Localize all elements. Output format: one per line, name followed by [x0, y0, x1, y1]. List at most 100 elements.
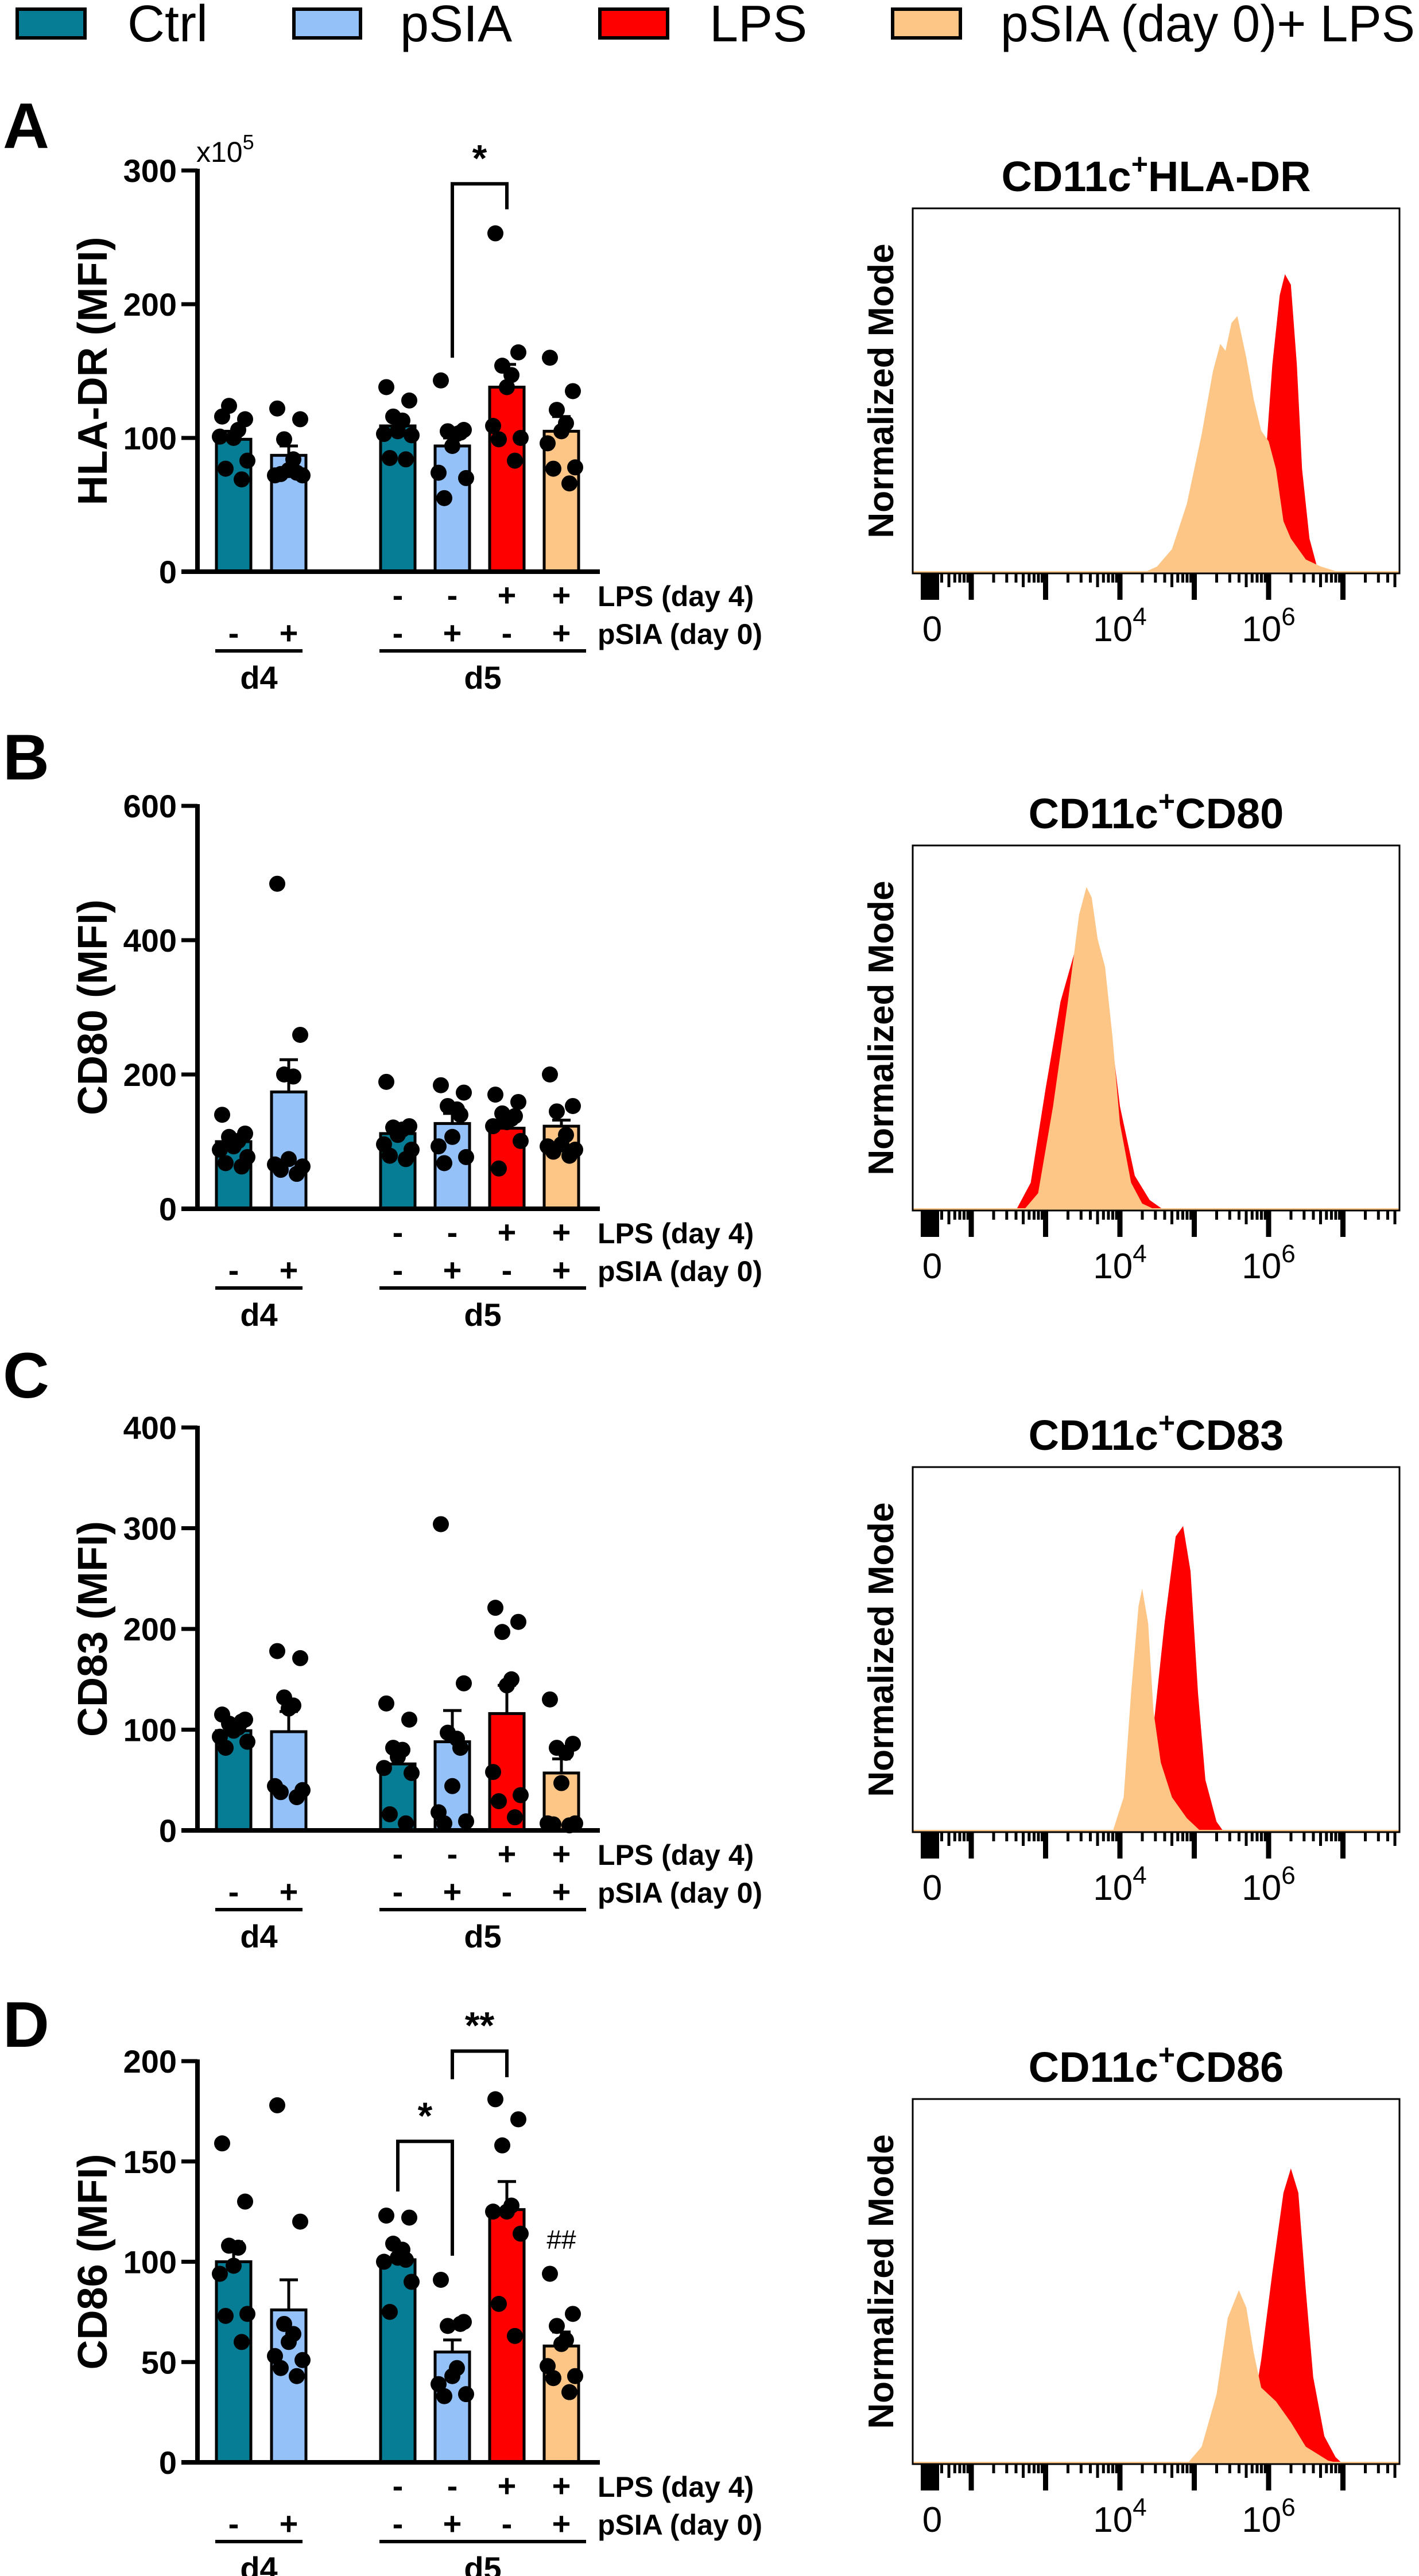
data-point	[436, 2388, 452, 2404]
data-point	[433, 2271, 449, 2288]
lps-condition: -	[447, 577, 458, 613]
multiplier-base: x10	[196, 136, 243, 168]
title-superscript: +	[1158, 785, 1175, 817]
data-point	[553, 1775, 569, 1791]
psia-condition: +	[280, 1873, 298, 1910]
tick-exponent: 4	[1133, 1240, 1146, 1268]
data-point	[378, 1695, 394, 1712]
data-point	[565, 1097, 581, 1114]
y-tick-label: 600	[123, 788, 177, 824]
lps-condition: -	[447, 1214, 458, 1250]
tick-exponent: 6	[1281, 1240, 1295, 1268]
data-point	[390, 1127, 406, 1143]
title-rest: HLA-DR	[1148, 153, 1311, 200]
histogram-y-label: Normalized Mode	[862, 880, 901, 1175]
title-rest: CD80	[1175, 790, 1284, 837]
data-point	[487, 1600, 503, 1616]
data-point	[276, 431, 292, 448]
legend-swatch-lps	[598, 7, 669, 40]
histogram-series-psia-lps	[1187, 2290, 1343, 2464]
legend-item-ctrl: Ctrl	[15, 0, 208, 53]
data-point	[214, 1107, 230, 1123]
y-axis-label: HLA-DR (MFI)	[70, 237, 116, 506]
y-tick-label: 0	[159, 1191, 177, 1227]
group-label: d4	[240, 1297, 277, 1333]
data-point	[458, 1149, 474, 1165]
tick-exponent: 4	[1133, 1861, 1146, 1890]
data-point	[510, 1613, 526, 1630]
legend-label-ctrl: Ctrl	[127, 0, 208, 53]
psia-condition: +	[552, 1252, 571, 1288]
data-point	[444, 2368, 460, 2384]
x-tick-label: 0	[922, 2500, 942, 2540]
y-tick-label: 200	[123, 286, 177, 323]
data-point	[513, 2225, 529, 2242]
bar	[433, 444, 471, 573]
data-point	[485, 1118, 501, 1135]
data-point	[218, 1155, 234, 1171]
data-point	[433, 372, 449, 389]
data-point	[433, 1077, 449, 1093]
data-point	[510, 1093, 526, 1110]
data-point	[513, 430, 529, 446]
data-point	[510, 344, 526, 360]
data-point	[487, 225, 503, 242]
row-name-psia: pSIA (day 0)	[598, 618, 762, 650]
data-point	[565, 383, 581, 399]
psia-condition: -	[228, 615, 239, 651]
row-name-lps: LPS (day 4)	[598, 580, 754, 612]
data-point	[433, 1516, 449, 1533]
group-label: d5	[464, 659, 501, 696]
legend: Ctrl pSIA LPS pSIA (day 0)+ LPS	[15, 0, 1415, 53]
legend-label-psia: pSIA	[400, 0, 512, 53]
bar	[379, 2258, 417, 2464]
data-point	[401, 392, 417, 409]
data-point	[507, 1108, 523, 1124]
significance-label: *	[418, 2094, 433, 2137]
data-point	[540, 435, 556, 452]
data-point	[456, 1675, 472, 1692]
data-point	[226, 1138, 242, 1155]
data-point	[553, 423, 569, 440]
psia-condition: +	[280, 1252, 298, 1288]
data-point	[212, 428, 228, 445]
lps-condition: -	[393, 2468, 404, 2504]
data-point	[378, 2208, 394, 2224]
group-label: d4	[240, 1918, 277, 1954]
tick-base: 10	[1093, 2500, 1133, 2540]
tick-exponent: 6	[1281, 603, 1295, 631]
psia-condition: +	[552, 2505, 571, 2542]
data-point	[507, 1809, 523, 1826]
data-point	[436, 490, 452, 506]
row-name-lps: LPS (day 4)	[598, 1839, 754, 1871]
data-point	[507, 452, 523, 469]
data-point	[542, 350, 558, 366]
histogram-series-psia-lps	[1142, 316, 1343, 573]
row-name-psia: pSIA (day 0)	[598, 2509, 762, 2541]
data-point	[491, 1160, 507, 1177]
data-point	[440, 2318, 456, 2334]
panel-label: D	[3, 1989, 49, 2061]
data-point	[507, 2327, 523, 2344]
data-point	[398, 451, 414, 468]
lps-condition: -	[393, 1214, 404, 1250]
bar	[542, 429, 580, 573]
data-point	[549, 1103, 565, 1120]
histogram-title: CD11c+CD80	[1029, 785, 1284, 837]
row-name-psia: pSIA (day 0)	[598, 1255, 762, 1287]
psia-condition: -	[228, 2505, 239, 2542]
legend-swatch-psia	[292, 7, 362, 40]
x-tick-label: 0	[922, 1868, 942, 1908]
data-point	[269, 1643, 285, 1659]
data-point	[404, 2274, 420, 2290]
data-point	[452, 1107, 468, 1123]
data-point	[401, 2209, 417, 2226]
tick-exponent: 4	[1133, 603, 1146, 631]
x-tick-label: 104	[1093, 1240, 1146, 1286]
data-point	[452, 1740, 468, 1756]
legend-label-psia-lps: pSIA (day 0)+ LPS	[1001, 0, 1415, 53]
title-rest: CD86	[1175, 2043, 1284, 2091]
psia-condition: -	[393, 2505, 404, 2542]
bar	[488, 385, 526, 573]
data-point	[398, 1151, 414, 1167]
